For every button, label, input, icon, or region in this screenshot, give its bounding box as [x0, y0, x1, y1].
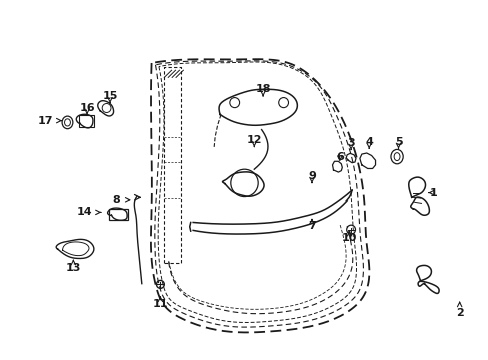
Text: 16: 16	[79, 103, 95, 113]
Text: 14: 14	[76, 207, 92, 217]
Text: 5: 5	[394, 137, 402, 147]
Text: 18: 18	[255, 84, 270, 94]
Text: 6: 6	[335, 152, 343, 162]
Bar	[79, 115, 94, 127]
Text: 7: 7	[307, 221, 315, 231]
Text: 15: 15	[102, 91, 118, 102]
Text: 11: 11	[152, 299, 168, 309]
Text: 8: 8	[112, 195, 120, 205]
Text: 4: 4	[365, 137, 372, 147]
Text: 9: 9	[307, 171, 315, 181]
Text: 10: 10	[341, 233, 357, 243]
Text: 12: 12	[246, 135, 262, 145]
Bar	[108, 209, 128, 220]
Text: 3: 3	[346, 138, 354, 148]
Text: 13: 13	[65, 263, 81, 273]
Text: 17: 17	[37, 116, 53, 126]
Text: 1: 1	[429, 188, 437, 198]
Text: 2: 2	[455, 308, 463, 318]
